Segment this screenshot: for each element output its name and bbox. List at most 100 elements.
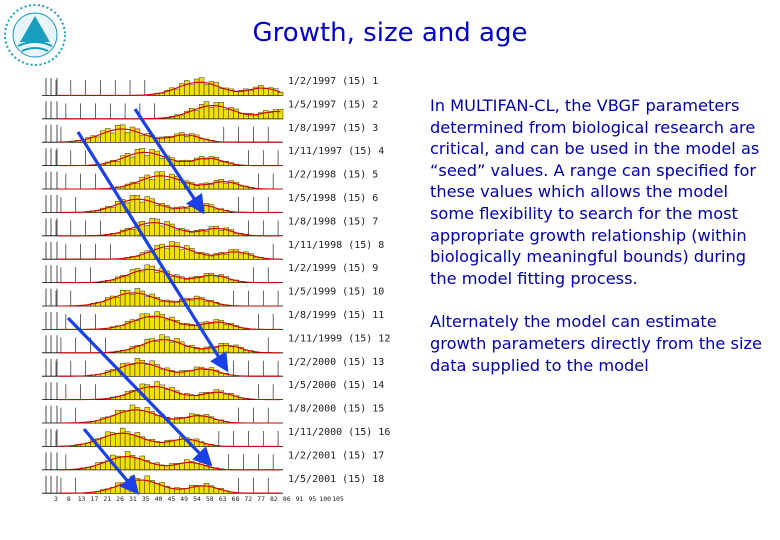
histogram-bar bbox=[208, 204, 215, 213]
histogram-bar bbox=[144, 196, 150, 213]
fitted-curve bbox=[58, 409, 281, 424]
histogram-bar bbox=[189, 84, 195, 96]
histogram-bar bbox=[159, 171, 165, 190]
histogram-bar bbox=[223, 254, 229, 260]
histogram-bar bbox=[193, 110, 200, 120]
x-tick-label: 77 bbox=[257, 495, 265, 503]
histogram-bar bbox=[179, 463, 185, 470]
panel-5: 1/2/1998 (15) 5 bbox=[42, 170, 378, 190]
histogram-bar bbox=[149, 149, 155, 166]
panel-label: 1/2/2001 (15) 17 bbox=[288, 450, 384, 461]
histogram-bar bbox=[203, 101, 210, 119]
panel-label: 1/5/2001 (15) 18 bbox=[288, 474, 384, 485]
histogram-bar bbox=[184, 80, 190, 96]
x-tick-label: 95 bbox=[308, 495, 316, 503]
panel-label: 1/5/1997 (15) 2 bbox=[288, 99, 378, 110]
histogram-bar bbox=[203, 413, 210, 424]
x-tick-label: 63 bbox=[219, 495, 227, 503]
fitted-curve bbox=[58, 175, 281, 190]
histogram-bar bbox=[154, 218, 160, 236]
histogram-bar bbox=[154, 415, 160, 424]
panel-9: 1/2/1999 (15) 9 bbox=[42, 263, 378, 284]
histogram-bar bbox=[129, 126, 136, 143]
histogram-bar bbox=[228, 346, 234, 353]
histogram-bar bbox=[179, 114, 185, 120]
histogram-bar bbox=[169, 173, 175, 190]
histogram-bar bbox=[124, 275, 131, 283]
histogram-bar bbox=[189, 299, 195, 307]
histogram-bar bbox=[203, 203, 210, 213]
histogram-bar bbox=[129, 269, 136, 283]
histogram-bar bbox=[263, 110, 269, 119]
histogram-bar bbox=[105, 128, 111, 143]
histogram-bar bbox=[258, 85, 264, 96]
histogram-bar bbox=[218, 179, 224, 190]
histogram-bar bbox=[184, 208, 190, 213]
panel-label: 1/2/1999 (15) 9 bbox=[288, 263, 378, 274]
histogram-bar bbox=[159, 225, 165, 237]
histogram-bar bbox=[253, 114, 259, 119]
histogram-bar bbox=[134, 457, 141, 471]
histogram-bar bbox=[144, 475, 150, 494]
histogram-bar bbox=[134, 149, 141, 166]
fitted-curve bbox=[58, 315, 281, 330]
histogram-bar bbox=[139, 135, 146, 143]
histogram-bar bbox=[213, 102, 220, 119]
histogram-bar bbox=[164, 389, 170, 400]
histogram-bar bbox=[233, 91, 239, 96]
panel-label: 1/8/1998 (15) 7 bbox=[288, 216, 378, 227]
histogram-bar bbox=[184, 245, 190, 260]
histogram-bar bbox=[134, 320, 141, 330]
histogram-bar bbox=[115, 410, 121, 424]
histogram-bar bbox=[159, 334, 165, 354]
histogram-bar bbox=[223, 393, 229, 400]
histogram-bar bbox=[174, 302, 180, 307]
histogram-bar bbox=[208, 323, 215, 330]
histogram-bar bbox=[144, 364, 150, 377]
histogram-bar bbox=[100, 301, 106, 307]
histogram-bar bbox=[233, 181, 239, 190]
histogram-bar bbox=[149, 293, 155, 307]
histogram-bar bbox=[213, 208, 220, 213]
histogram-bar bbox=[164, 179, 170, 190]
fitted-curve bbox=[58, 128, 281, 143]
fitted-curve bbox=[58, 222, 281, 237]
histogram-bar bbox=[164, 221, 170, 236]
histogram-bar bbox=[144, 439, 150, 447]
histogram-bar bbox=[174, 175, 180, 190]
x-tick-label: 68 bbox=[232, 495, 240, 503]
histogram-bar bbox=[164, 248, 170, 260]
histogram-bar bbox=[193, 253, 200, 260]
histogram-bar bbox=[189, 485, 195, 494]
histogram-bar bbox=[218, 102, 224, 119]
panel-label: 1/2/1997 (15) 1 bbox=[288, 76, 378, 87]
cohort-progression-arrow bbox=[133, 108, 205, 215]
x-tick-label: 72 bbox=[244, 495, 252, 503]
histogram-bar bbox=[159, 158, 165, 166]
histogram-bar bbox=[129, 434, 136, 447]
histogram-bar bbox=[208, 184, 215, 190]
panel-label: 1/5/1998 (15) 6 bbox=[288, 193, 378, 204]
x-tick-label: 82 bbox=[270, 495, 278, 503]
histogram-bar bbox=[154, 150, 160, 166]
histogram-bar bbox=[203, 273, 210, 283]
histogram-bar bbox=[149, 265, 155, 283]
histogram-bar bbox=[203, 483, 210, 494]
histogram-bar bbox=[179, 249, 185, 260]
histogram-bar bbox=[208, 107, 215, 119]
fitted-curve bbox=[58, 81, 281, 96]
length-frequency-figure: 1/2/1997 (15) 1 1/5/1997 (15) 2 1/8/1997 (… bbox=[42, 76, 390, 503]
fitted-curve bbox=[58, 245, 281, 260]
histogram-bar bbox=[174, 338, 180, 353]
histogram-bar bbox=[119, 427, 126, 447]
histogram-bar bbox=[110, 206, 116, 213]
histogram-bar bbox=[124, 451, 131, 471]
histogram-bar bbox=[213, 319, 220, 330]
histogram-bar bbox=[193, 463, 200, 470]
histogram-bar bbox=[189, 370, 195, 377]
histogram-bar bbox=[139, 410, 146, 424]
histogram-bar bbox=[223, 324, 229, 330]
fitted-curve bbox=[58, 339, 281, 354]
histogram-bar bbox=[203, 84, 210, 96]
histogram-bar bbox=[169, 208, 175, 213]
